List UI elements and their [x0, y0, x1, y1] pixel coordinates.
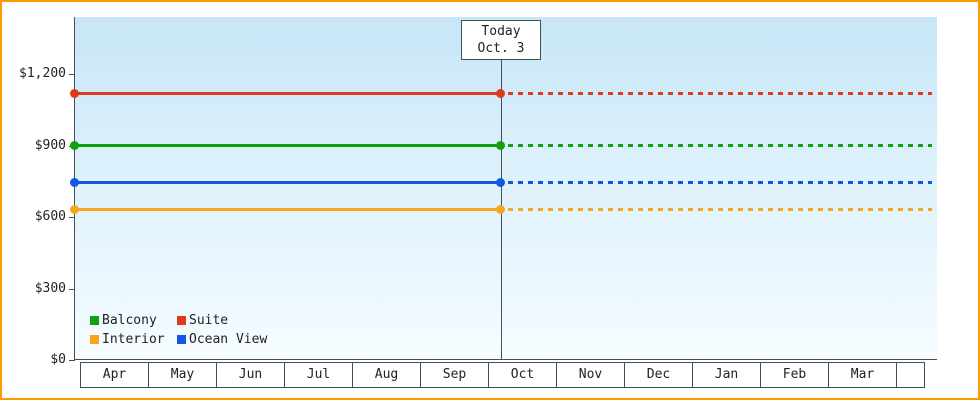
- series-line-dashed: [507, 208, 932, 212]
- legend-item: Suite: [177, 313, 267, 328]
- series-point-dot: [496, 88, 506, 98]
- y-axis-tick: [69, 217, 75, 218]
- series-line-dashed: [507, 180, 932, 184]
- month-cell: Jun: [216, 362, 285, 388]
- series-point-dot: [496, 205, 506, 215]
- y-axis-label: $900: [34, 137, 66, 153]
- month-cell: Feb: [760, 362, 829, 388]
- x-axis-months: Apr May Jun Jul Aug Sep Oct Nov Dec Jan Feb Mar: [80, 362, 925, 388]
- legend-label: Suite: [189, 313, 229, 328]
- legend-label: Interior: [102, 332, 165, 347]
- month-cell: Sep: [420, 362, 489, 388]
- series-line-solid: [74, 180, 501, 184]
- y-axis-tick: [69, 288, 75, 290]
- series-point-dot: [496, 141, 506, 150]
- legend-item: Balcony: [90, 313, 177, 328]
- month-cell: Apr: [80, 362, 149, 388]
- y-axis-tick: [69, 74, 75, 75]
- legend-item: Interior: [90, 332, 177, 347]
- today-label: Today: [481, 24, 521, 39]
- month-cell: Oct: [488, 362, 557, 388]
- legend-swatch: [177, 335, 186, 344]
- series-point-dot: [69, 177, 79, 187]
- y-axis-label: $1,200: [19, 66, 66, 81]
- series-point-dot: [69, 141, 79, 150]
- month-cell: Jul: [284, 362, 353, 388]
- legend-swatch: [177, 316, 186, 325]
- y-axis-tick: [69, 360, 75, 361]
- y-axis-label: $0: [50, 352, 66, 367]
- month-cell-empty: [896, 362, 925, 388]
- month-cell: Jan: [692, 362, 761, 388]
- series-point-dot: [496, 177, 506, 187]
- month-cell: Mar: [828, 362, 897, 388]
- month-cell: Aug: [352, 362, 421, 388]
- series-line-solid: [74, 144, 501, 147]
- series-point-dot: [69, 88, 79, 98]
- series-line-solid: [74, 91, 501, 95]
- month-cell: Nov: [556, 362, 625, 388]
- legend-swatch: [90, 335, 99, 344]
- legend-label: Ocean View: [189, 332, 268, 347]
- legend-label: Balcony: [102, 313, 157, 328]
- today-date-label: Oct. 3: [477, 41, 525, 56]
- series-line-dashed: [507, 144, 932, 147]
- plot-area: [74, 17, 937, 360]
- legend: Balcony Suite Interior Ocean View: [90, 313, 267, 347]
- series-line-solid: [74, 208, 501, 212]
- month-cell: May: [148, 362, 217, 388]
- series-point-dot: [69, 205, 79, 215]
- legend-item: Ocean View: [177, 332, 267, 347]
- today-marker-box: Today Oct. 3: [461, 20, 541, 60]
- y-axis-label: $300: [34, 280, 66, 296]
- series-line-dashed: [507, 91, 932, 95]
- y-axis-label: $600: [34, 209, 66, 224]
- legend-swatch: [90, 316, 99, 325]
- month-cell: Dec: [624, 362, 693, 388]
